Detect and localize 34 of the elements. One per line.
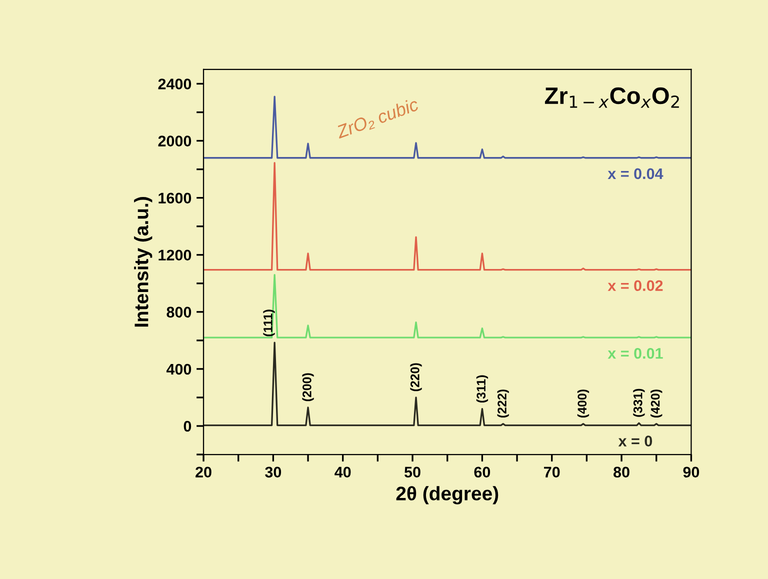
- line-series: [204, 342, 692, 426]
- annotation: (111): [263, 310, 275, 336]
- annotation: (400): [577, 390, 590, 418]
- x-tick-label: 60: [474, 466, 490, 478]
- annotation: (220): [410, 363, 422, 392]
- y-tick-label: 1200: [158, 250, 192, 261]
- x-tick-label: 70: [544, 466, 560, 478]
- x-tick-label: 90: [683, 466, 700, 478]
- series-label: x = 0.04: [608, 168, 664, 180]
- annotation: (200): [302, 373, 314, 402]
- x-axis-title: 2θ (degree): [396, 486, 498, 504]
- y-tick-label: 2400: [158, 78, 192, 90]
- annotation: (311): [476, 375, 488, 403]
- series-label: x = 0.02: [608, 280, 663, 292]
- y-tick-label: 400: [166, 364, 192, 375]
- x-tick-label: 50: [404, 466, 420, 478]
- y-tick-label: 0: [184, 420, 192, 432]
- line-series: [204, 162, 692, 271]
- annotation: (222): [497, 390, 509, 418]
- series-label: x = 0: [618, 436, 652, 446]
- annotation: (331): [633, 388, 645, 417]
- annotation: ZrO₂ cubic: [334, 97, 420, 141]
- y-tick-label: 1600: [158, 192, 192, 204]
- annotation: (420): [650, 390, 662, 418]
- x-tick-label: 80: [614, 466, 630, 478]
- x-tick-label: 40: [334, 466, 351, 478]
- series-label: x = 0.01: [608, 348, 663, 359]
- x-tick-label: 20: [196, 466, 212, 478]
- x-tick-label: 30: [265, 466, 282, 478]
- y-axis-title: Intensity (a.u.): [134, 197, 152, 327]
- y-tick-label: 800: [166, 306, 192, 318]
- line-series: [204, 274, 692, 338]
- y-tick-label: 2000: [158, 136, 192, 146]
- text: Zr$_{1−x}$Co$_{x}$O$_{2}$: [544, 87, 679, 108]
